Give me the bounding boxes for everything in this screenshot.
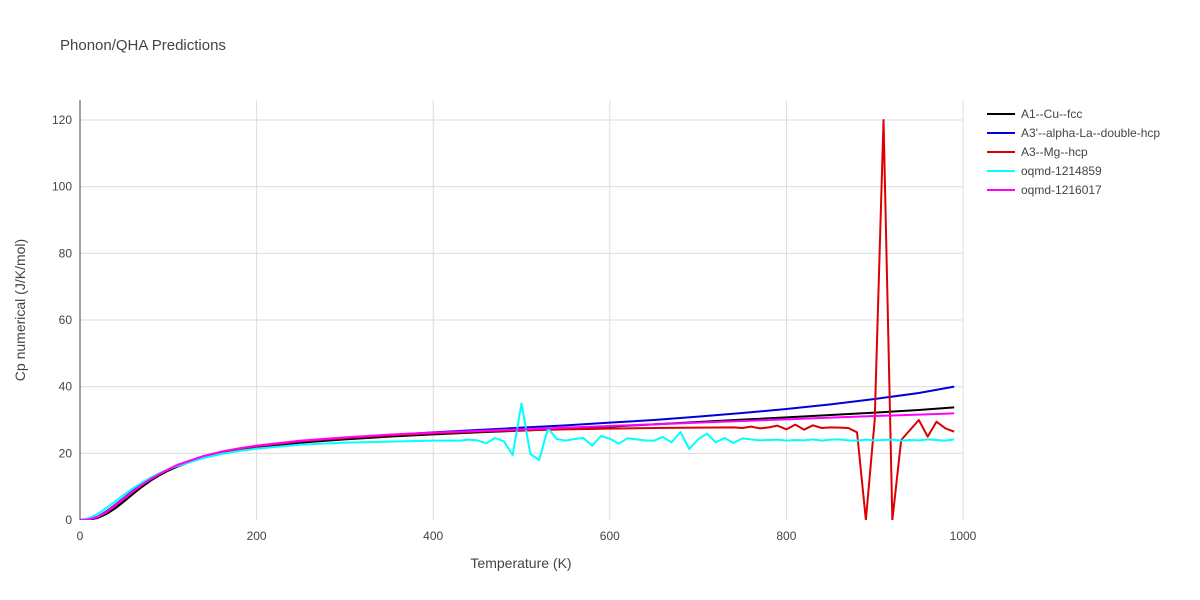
legend-item[interactable]: A1--Cu--fcc xyxy=(987,107,1082,121)
x-tick-label: 200 xyxy=(247,529,267,543)
legend-label: oqmd-1216017 xyxy=(1021,183,1102,197)
x-tick-label: 800 xyxy=(776,529,796,543)
y-tick-label: 100 xyxy=(52,180,72,194)
chart-title: Phonon/QHA Predictions xyxy=(60,37,226,54)
legend-item[interactable]: oqmd-1214859 xyxy=(987,164,1102,178)
y-tick-label: 20 xyxy=(59,446,73,460)
y-tick-label: 80 xyxy=(59,246,73,260)
series-line-3 xyxy=(80,402,955,520)
y-tick-labels: 0 20 40 60 80 100 120 xyxy=(52,113,72,527)
x-tick-label: 400 xyxy=(423,529,443,543)
series-layer xyxy=(80,119,955,520)
y-axis-title: Cp numerical (J/K/mol) xyxy=(12,239,28,381)
legend-item[interactable]: A3--Mg--hcp xyxy=(987,145,1088,159)
y-tick-label: 60 xyxy=(59,313,73,327)
legend-label: A1--Cu--fcc xyxy=(1021,107,1082,121)
x-tick-label: 0 xyxy=(77,529,84,543)
x-gridlines xyxy=(256,100,964,520)
legend-item[interactable]: A3'--alpha-La--double-hcp xyxy=(987,126,1160,140)
legend-label: A3'--alpha-La--double-hcp xyxy=(1021,126,1160,140)
x-tick-labels: 0 200 400 600 800 1000 xyxy=(77,529,977,543)
legend: A1--Cu--fcc A3'--alpha-La--double-hcp A3--… xyxy=(987,107,1160,197)
legend-label: A3--Mg--hcp xyxy=(1021,145,1088,159)
y-tick-label: 0 xyxy=(65,513,72,527)
legend-label: oqmd-1214859 xyxy=(1021,164,1102,178)
x-axis-title: Temperature (K) xyxy=(470,555,571,571)
y-tick-label: 120 xyxy=(52,113,72,127)
x-tick-label: 1000 xyxy=(950,529,977,543)
x-tick-label: 600 xyxy=(600,529,620,543)
legend-item[interactable]: oqmd-1216017 xyxy=(987,183,1102,197)
series-line-4 xyxy=(80,412,955,520)
y-tick-label: 40 xyxy=(59,380,73,394)
